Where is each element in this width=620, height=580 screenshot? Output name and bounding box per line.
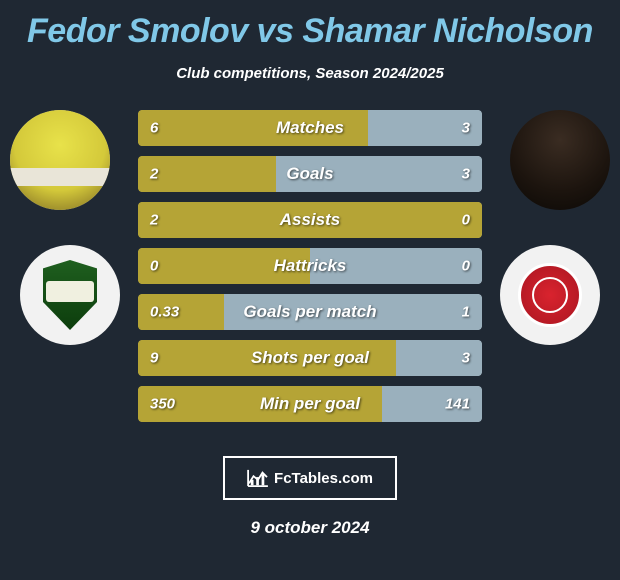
player1-avatar bbox=[10, 110, 110, 210]
site-logo-text: FcTables.com bbox=[274, 470, 373, 487]
player2-club-logo bbox=[500, 245, 600, 345]
date-label: 9 october 2024 bbox=[0, 518, 620, 538]
chart-icon bbox=[247, 469, 269, 487]
stat-row: Min per goal350141 bbox=[138, 386, 482, 422]
page-subtitle: Club competitions, Season 2024/2025 bbox=[0, 65, 620, 82]
player1-club-logo bbox=[20, 245, 120, 345]
stat-bars: Matches63 Goals23 Assists20 Hattricks00 Goal… bbox=[138, 110, 482, 422]
stat-row: Assists20 bbox=[138, 202, 482, 238]
stat-row: Goals per match0.331 bbox=[138, 294, 482, 330]
stat-row: Hattricks00 bbox=[138, 248, 482, 284]
stat-row: Goals23 bbox=[138, 156, 482, 192]
stat-row: Shots per goal93 bbox=[138, 340, 482, 376]
site-logo: FcTables.com bbox=[223, 456, 397, 500]
comparison-chart: Matches63 Goals23 Assists20 Hattricks00 Goal… bbox=[0, 110, 620, 440]
player2-avatar bbox=[510, 110, 610, 210]
stat-row: Matches63 bbox=[138, 110, 482, 146]
page-title: Fedor Smolov vs Shamar Nicholson bbox=[0, 0, 620, 51]
